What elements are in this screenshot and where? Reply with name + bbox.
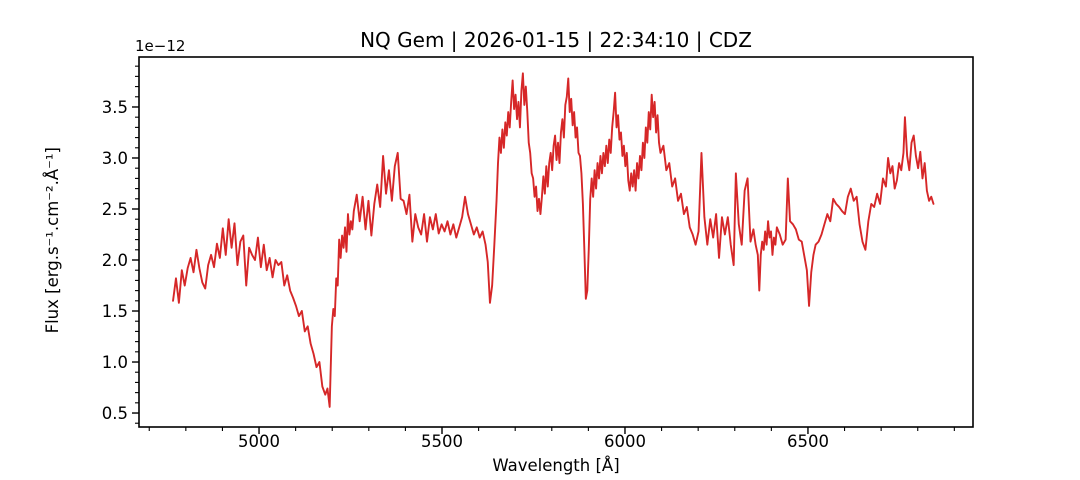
y-axis-offset-label: 1e−12 [135,37,186,55]
y-tick-label: 0.5 [102,404,128,423]
spectrum-line [172,72,935,408]
x-tick-label: 6500 [787,432,829,451]
x-tick-label: 5500 [421,432,463,451]
plot-title: NQ Gem | 2026-01-15 | 22:34:10 | CDZ [360,28,752,52]
y-tick-label: 1.0 [102,353,128,372]
x-tick-label: 6000 [604,432,646,451]
x-axis-label: Wavelength [Å] [492,456,620,475]
y-tick-label: 3.0 [102,149,128,168]
x-tick-label: 5000 [238,432,280,451]
y-tick-label: 2.5 [102,200,128,219]
y-tick-label: 1.5 [102,302,128,321]
y-tick-label: 2.0 [102,251,128,270]
y-tick-label: 3.5 [102,98,128,117]
y-axis-label: Flux [erg.s⁻¹.cm⁻².Å⁻¹] [42,147,62,334]
axes-frame [138,56,974,428]
